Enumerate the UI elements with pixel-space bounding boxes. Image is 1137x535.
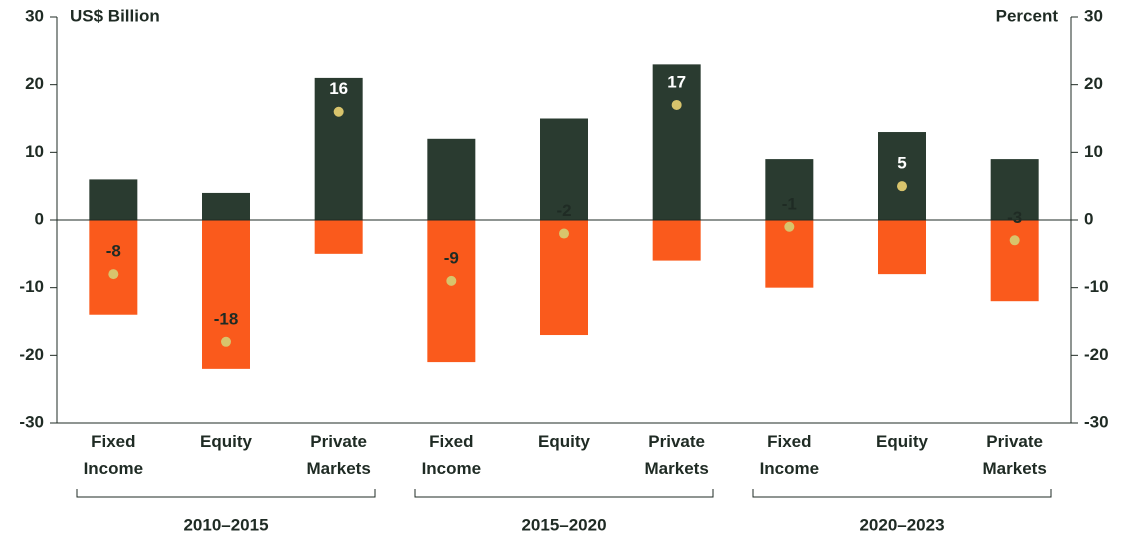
dot: [333, 106, 344, 117]
y-tick-label: 20: [25, 74, 44, 93]
group-label: 2020–2023: [859, 515, 944, 534]
y-tick-label: 0: [35, 209, 44, 228]
dot: [897, 181, 907, 192]
dot: [1009, 235, 1020, 246]
y2-tick-label: -10: [1084, 277, 1109, 296]
y-tick-label: -10: [19, 277, 44, 296]
dot: [784, 221, 795, 232]
data-label: 5: [897, 154, 906, 173]
group-bracket: [76, 489, 376, 498]
bar: [652, 220, 701, 261]
x-tick-label: Fixed Income: [83, 432, 144, 478]
group-bracket: [752, 489, 1052, 498]
x-tick-label: Private Markets: [644, 432, 709, 478]
y2-tick-label: 30: [1084, 6, 1103, 25]
data-label: -18: [214, 309, 239, 328]
dot: [108, 269, 119, 280]
group-label: 2015–2020: [521, 515, 606, 534]
bar: [427, 138, 476, 220]
bar: [202, 192, 250, 220]
bar: [540, 118, 588, 220]
bar: [89, 220, 138, 315]
y2-axis-label: Percent: [996, 6, 1059, 25]
x-tick-label: Equity: [538, 432, 590, 451]
bar: [427, 220, 476, 363]
data-label: 17: [667, 72, 686, 91]
y2-tick-label: 20: [1084, 74, 1103, 93]
bar: [314, 77, 363, 221]
y2-tick-label: -20: [1084, 345, 1109, 364]
data-label: -9: [444, 248, 459, 267]
bar: [540, 220, 588, 336]
dot: [559, 228, 569, 239]
x-tick-label: Equity: [876, 432, 928, 451]
y2-tick-label: 10: [1084, 142, 1103, 161]
x-tick-label: Fixed Income: [421, 432, 482, 478]
bar: [89, 179, 138, 220]
bar: [652, 64, 701, 220]
group-label: 2010–2015: [183, 515, 268, 534]
x-tick-label: Fixed Income: [759, 432, 820, 478]
bar: [765, 159, 814, 220]
x-tick-label: Equity: [200, 432, 252, 451]
bar: [878, 220, 926, 275]
dot: [671, 99, 682, 110]
data-label: 16: [329, 79, 348, 98]
x-tick-label: Private Markets: [982, 432, 1047, 478]
bar: [990, 159, 1039, 220]
y2-tick-label: 0: [1084, 209, 1093, 228]
dot: [221, 336, 231, 347]
x-tick-label: Private Markets: [306, 432, 371, 478]
y-tick-label: 10: [25, 142, 44, 161]
data-label: -8: [106, 242, 121, 261]
data-label: -2: [556, 201, 571, 220]
y-tick-label: 30: [25, 6, 44, 25]
y2-tick-label: -30: [1084, 412, 1109, 431]
data-label: -3: [1007, 208, 1022, 227]
y-axis-label: US$ Billion: [70, 6, 160, 25]
dot: [446, 275, 457, 286]
bar: [314, 220, 363, 254]
bar: [878, 132, 926, 220]
y-tick-label: -20: [19, 345, 44, 364]
group-bracket: [414, 489, 714, 498]
bar: [990, 220, 1039, 302]
y-tick-label: -30: [19, 412, 44, 431]
data-label: -1: [782, 194, 797, 213]
